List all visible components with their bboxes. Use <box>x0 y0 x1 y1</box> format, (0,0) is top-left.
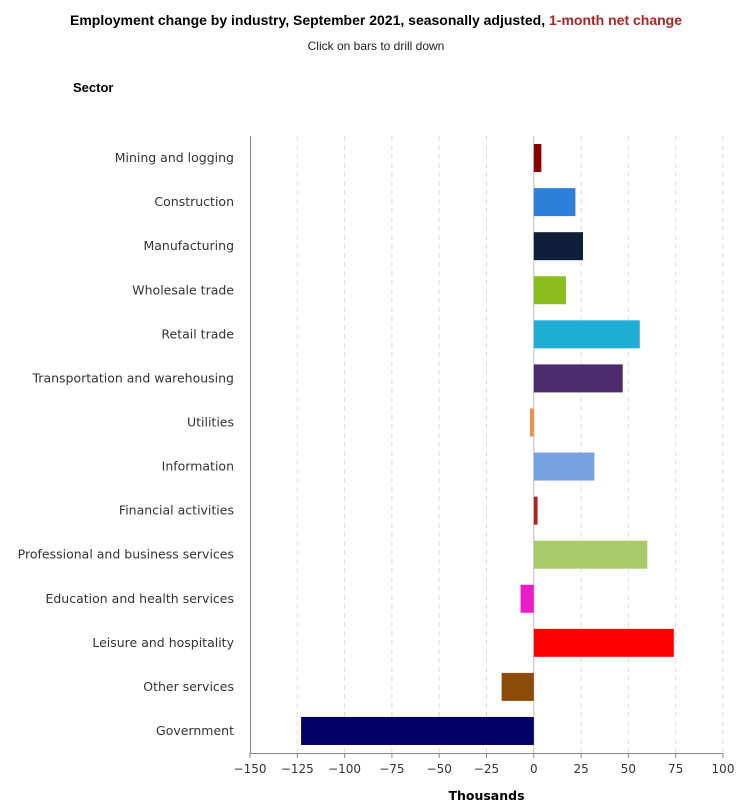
x-tick-label: −150 <box>234 762 267 776</box>
bar[interactable] <box>533 628 674 657</box>
category-label: Transportation and warehousing <box>32 370 235 385</box>
x-tick-label: −25 <box>474 762 499 776</box>
bar[interactable] <box>533 144 542 173</box>
chart-subtitle: Click on bars to drill down <box>0 37 752 55</box>
bar[interactable] <box>533 452 595 481</box>
category-label: Professional and business services <box>18 547 234 562</box>
category-label: Government <box>156 723 234 738</box>
bar[interactable] <box>533 188 576 217</box>
x-tick-label: −50 <box>427 762 452 776</box>
chart-title-text: Employment change by industry, September… <box>69 12 549 28</box>
category-axis-heading: Sector <box>73 80 114 95</box>
chart-title-accent: 1-month net change <box>549 12 683 28</box>
category-label: Leisure and hospitality <box>92 635 234 650</box>
bar[interactable] <box>520 584 534 613</box>
category-label: Utilities <box>187 414 234 429</box>
x-tick-label: −100 <box>328 762 361 776</box>
category-label: Information <box>162 459 234 474</box>
x-tick-label: −75 <box>379 762 404 776</box>
chart-title: Employment change by industry, September… <box>0 12 752 30</box>
bar[interactable] <box>533 320 640 349</box>
category-label: Wholesale trade <box>132 282 234 297</box>
bar[interactable] <box>533 496 538 525</box>
x-tick-label: 25 <box>573 762 588 776</box>
bar[interactable] <box>533 364 623 393</box>
category-label: Financial activities <box>119 503 234 518</box>
category-label: Construction <box>154 194 234 209</box>
x-tick-label: 100 <box>712 762 735 776</box>
category-label: Mining and logging <box>115 150 234 165</box>
bar[interactable] <box>533 540 648 569</box>
bar[interactable] <box>530 408 534 437</box>
bar[interactable] <box>533 276 566 305</box>
tick-labels: −150 −125 −100 −75 −50 −25 0 25 50 75 100 <box>234 762 735 776</box>
bar[interactable] <box>301 716 534 745</box>
bars <box>301 144 674 745</box>
bar[interactable] <box>501 672 534 701</box>
grid-lines <box>296 136 724 753</box>
category-label: Education and health services <box>45 591 234 606</box>
bar[interactable] <box>533 232 583 261</box>
category-label: Retail trade <box>161 326 234 341</box>
chart-subtitle-text: Click on bars to drill down <box>307 39 445 53</box>
x-tick-label: 0 <box>530 762 538 776</box>
x-tick-label: 50 <box>621 762 636 776</box>
x-tick-label: −125 <box>281 762 314 776</box>
category-label: Manufacturing <box>143 238 234 253</box>
x-axis-title: Thousands <box>448 788 524 803</box>
category-label: Other services <box>143 679 234 694</box>
category-labels: Mining and logging Construction Manufactur… <box>18 150 235 738</box>
x-tick-label: 75 <box>668 762 683 776</box>
